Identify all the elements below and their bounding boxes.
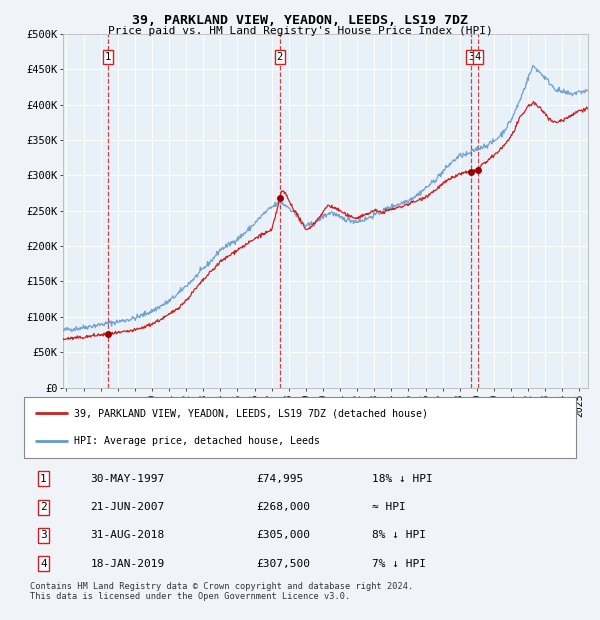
Text: 1: 1 [104, 52, 111, 62]
Text: 4: 4 [40, 559, 47, 569]
Text: 39, PARKLAND VIEW, YEADON, LEEDS, LS19 7DZ: 39, PARKLAND VIEW, YEADON, LEEDS, LS19 7… [132, 14, 468, 27]
Text: ≈ HPI: ≈ HPI [372, 502, 406, 512]
Text: 2: 2 [277, 52, 283, 62]
Text: 18% ↓ HPI: 18% ↓ HPI [372, 474, 433, 484]
Text: 7% ↓ HPI: 7% ↓ HPI [372, 559, 426, 569]
Text: £307,500: £307,500 [256, 559, 310, 569]
Text: HPI: Average price, detached house, Leeds: HPI: Average price, detached house, Leed… [74, 436, 320, 446]
Text: £305,000: £305,000 [256, 531, 310, 541]
Text: 2: 2 [40, 502, 47, 512]
Text: 31-AUG-2018: 31-AUG-2018 [90, 531, 164, 541]
Text: 18-JAN-2019: 18-JAN-2019 [90, 559, 164, 569]
Text: Contains HM Land Registry data © Crown copyright and database right 2024.
This d: Contains HM Land Registry data © Crown c… [30, 582, 413, 601]
Text: 39, PARKLAND VIEW, YEADON, LEEDS, LS19 7DZ (detached house): 39, PARKLAND VIEW, YEADON, LEEDS, LS19 7… [74, 408, 428, 419]
Text: Price paid vs. HM Land Registry's House Price Index (HPI): Price paid vs. HM Land Registry's House … [107, 26, 493, 36]
Text: 3: 3 [40, 531, 47, 541]
Text: 3: 3 [468, 52, 474, 62]
Text: 21-JUN-2007: 21-JUN-2007 [90, 502, 164, 512]
Text: 4: 4 [475, 52, 481, 62]
Text: 1: 1 [40, 474, 47, 484]
Text: 8% ↓ HPI: 8% ↓ HPI [372, 531, 426, 541]
Text: £74,995: £74,995 [256, 474, 303, 484]
Text: 30-MAY-1997: 30-MAY-1997 [90, 474, 164, 484]
Text: £268,000: £268,000 [256, 502, 310, 512]
